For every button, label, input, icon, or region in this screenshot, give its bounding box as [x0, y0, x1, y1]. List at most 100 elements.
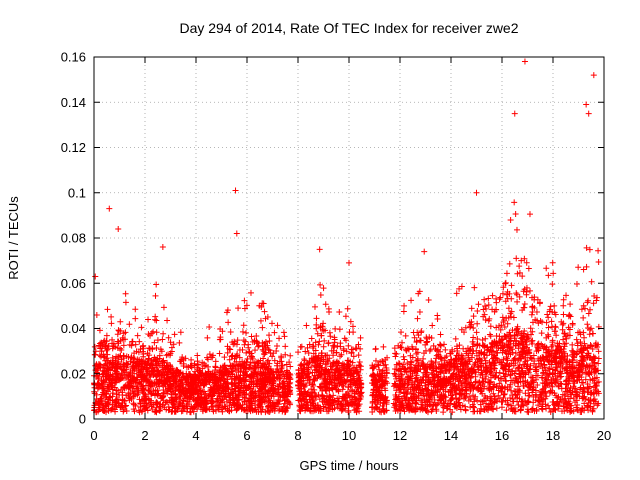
data-point: [591, 396, 598, 403]
data-point: [534, 381, 541, 388]
data-point: [153, 373, 160, 380]
data-point: [402, 332, 409, 339]
data-point: [282, 351, 289, 358]
data-point: [437, 369, 444, 376]
data-point: [297, 343, 304, 350]
data-point: [424, 338, 431, 345]
data-point: [502, 377, 509, 384]
data-point: [248, 333, 255, 340]
data-point: [286, 370, 293, 377]
data-point: [591, 293, 598, 300]
data-point: [428, 334, 435, 341]
data-point: [302, 348, 309, 355]
data-point: [382, 387, 389, 394]
data-point: [418, 329, 425, 336]
data-point: [153, 329, 160, 336]
data-point: [274, 322, 281, 329]
data-point: [154, 337, 161, 344]
data-point: [544, 311, 551, 318]
data-point: [525, 409, 532, 416]
data-point: [313, 315, 320, 322]
data-point: [545, 324, 552, 331]
data-point: [287, 401, 294, 408]
data-point: [580, 394, 587, 401]
data-point: [500, 356, 507, 363]
data-point: [590, 300, 597, 307]
data-point: [227, 328, 234, 335]
data-point: [240, 362, 247, 369]
data-point: [512, 342, 519, 349]
data-point: [261, 350, 268, 357]
data-point: [576, 393, 583, 400]
data-point: [573, 359, 580, 366]
data-point: [295, 349, 302, 356]
data-point: [523, 259, 530, 266]
data-point: [562, 364, 569, 371]
data-point: [320, 285, 327, 292]
data-point: [120, 408, 127, 415]
data-point: [514, 398, 521, 405]
data-point: [108, 382, 115, 389]
data-point: [551, 379, 558, 386]
data-point: [543, 319, 550, 326]
data-point: [194, 406, 201, 413]
data-point: [166, 369, 173, 376]
data-point: [412, 345, 419, 352]
data-point: [548, 318, 555, 325]
data-point: [555, 393, 562, 400]
data-point: [518, 365, 525, 372]
data-point: [530, 352, 537, 359]
data-point: [323, 360, 330, 367]
data-point: [406, 376, 413, 383]
data-point: [442, 394, 449, 401]
data-point: [287, 379, 294, 386]
data-point: [553, 376, 560, 383]
data-point: [441, 393, 448, 400]
data-point: [482, 316, 489, 323]
data-point: [447, 406, 454, 413]
data-point: [168, 344, 175, 351]
data-point: [232, 394, 239, 401]
data-point: [132, 306, 139, 313]
data-point: [534, 372, 541, 379]
data-point: [561, 330, 568, 337]
data-point: [580, 302, 587, 309]
data-point: [240, 322, 247, 329]
data-point: [501, 333, 508, 340]
data-point: [97, 340, 104, 347]
data-point: [499, 290, 506, 297]
data-point: [320, 343, 327, 350]
data-point: [511, 199, 518, 206]
data-point: [126, 371, 133, 378]
data-point: [301, 357, 308, 364]
data-point: [108, 405, 115, 412]
data-point: [558, 370, 565, 377]
data-point: [104, 306, 111, 313]
data-point: [503, 270, 510, 277]
data-point: [436, 397, 443, 404]
data-point: [271, 357, 278, 364]
data-point: [235, 397, 242, 404]
data-point: [132, 315, 139, 322]
data-point: [453, 290, 460, 297]
data-point: [178, 408, 185, 415]
data-point: [416, 309, 423, 316]
data-point: [479, 337, 486, 344]
data-point: [132, 341, 139, 348]
data-point: [99, 389, 106, 396]
data-point: [91, 390, 98, 397]
data-point: [312, 347, 319, 354]
data-point: [534, 296, 541, 303]
data-point: [315, 341, 322, 348]
data-point: [201, 381, 208, 388]
data-point: [558, 318, 565, 325]
data-point: [486, 331, 493, 338]
data-point: [498, 404, 505, 411]
data-point: [443, 405, 450, 412]
data-point: [560, 354, 567, 361]
data-point: [218, 389, 225, 396]
data-point: [223, 398, 230, 405]
data-point: [462, 324, 469, 331]
data-point: [176, 339, 183, 346]
data-point: [490, 390, 497, 397]
